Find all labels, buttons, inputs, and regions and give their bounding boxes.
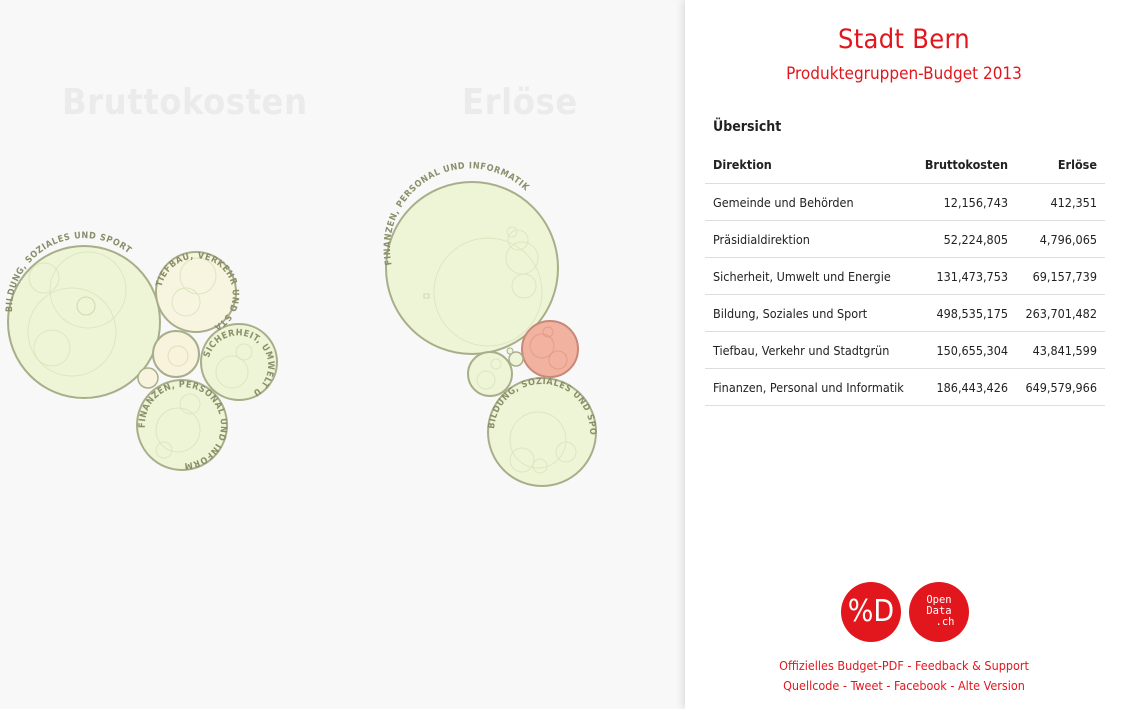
direktion-cell: Finanzen, Personal und Informatik <box>705 368 916 406</box>
sub-bubble <box>33 329 71 367</box>
footer-links-row-2: Quellcode - Tweet - Facebook - Alte Vers… <box>685 678 1123 693</box>
logo-group: %D Open Data .ch <box>841 582 971 642</box>
link-separator: - <box>839 678 851 693</box>
sub-bubble <box>28 262 60 294</box>
opendata-ch-text: Open Data .ch <box>909 582 969 628</box>
erloese-cell: 69,157,739 <box>1016 257 1105 295</box>
bubble-gemeinde-behoerden[interactable] <box>137 367 159 389</box>
column-header-direktion: Direktion <box>705 146 916 184</box>
erloese-cell: 43,841,599 <box>1016 331 1105 369</box>
bruttokosten-title: Bruttokosten <box>62 82 308 123</box>
sub-bubble <box>507 229 529 251</box>
direktion-cell: Gemeinde und Behörden <box>705 183 916 221</box>
sub-bubble <box>49 251 127 329</box>
bubble-gemeinde-behoerden-erloese[interactable] <box>506 347 514 355</box>
table-row[interactable]: Tiefbau, Verkehr und Stadtgrün 150,655,3… <box>705 331 1105 369</box>
sub-bubble <box>476 370 496 390</box>
sub-bubble <box>171 287 201 317</box>
erloese-cell: 649,579,966 <box>1016 368 1105 406</box>
table-row[interactable]: Sicherheit, Umwelt und Energie 131,473,7… <box>705 257 1105 295</box>
page-title: Stadt Bern <box>837 24 970 55</box>
sub-bubble <box>548 350 568 370</box>
bubble-chart-svg: BILDUNG, SOZIALES UND SPORT TIEFBAU, VER… <box>0 0 597 487</box>
old-version-link[interactable]: Alte Version <box>957 678 1025 693</box>
erloese-bubbles <box>385 181 597 487</box>
bubble-visualization: Bruttokosten Erlöse <box>0 0 597 487</box>
sub-bubble <box>235 343 253 361</box>
erloese-cell: 412,351 <box>1016 183 1105 221</box>
sub-bubble <box>155 407 201 453</box>
opendata-ch-line: Data <box>926 605 952 617</box>
sub-bubble <box>179 393 201 415</box>
bruttokosten-cell: 186,443,426 <box>915 368 1017 406</box>
overview-heading: Übersicht <box>713 119 782 135</box>
direktion-cell: Sicherheit, Umwelt und Energie <box>705 257 916 295</box>
sub-bubble <box>215 355 249 389</box>
sub-bubble <box>433 237 543 347</box>
sub-bubble <box>509 411 567 469</box>
bubble-bildung-soziales-sport[interactable] <box>7 245 161 399</box>
bubble-finanzen-personal-informatik[interactable] <box>136 379 228 471</box>
opendata-logo[interactable]: %D <box>841 582 901 642</box>
bubble-sicherheit-umwelt-energie[interactable] <box>200 323 278 401</box>
opendata-ch-line: Open <box>926 594 952 606</box>
bruttokosten-cell: 498,535,175 <box>915 294 1017 332</box>
sub-bubble <box>27 287 117 377</box>
bubble-finanzen-personal-informatik-erloese[interactable] <box>385 181 559 355</box>
bubble-tiefbau-verkehr-stadtgruen-erloese[interactable] <box>467 351 513 397</box>
tiny-marker <box>423 293 430 299</box>
tweet-link[interactable]: Tweet <box>850 678 883 693</box>
bruttokosten-cell: 52,224,805 <box>915 220 1017 258</box>
opendata-ch-line: .ch <box>935 616 955 628</box>
page-subtitle: Produktegruppen-Budget 2013 <box>786 64 1022 84</box>
sub-bubble <box>155 441 173 459</box>
sub-bubble <box>542 326 554 338</box>
bubble-praesidialdirektion-erloese[interactable] <box>508 351 524 367</box>
sub-bubble <box>511 273 537 299</box>
bubble-praesidialdirektion[interactable] <box>152 330 200 378</box>
bubble-bildung-soziales-sport-erloese[interactable] <box>487 377 597 487</box>
opendata-ch-logo[interactable]: Open Data .ch <box>909 582 969 642</box>
table-row[interactable]: Gemeinde und Behörden 12,156,743 412,351 <box>705 183 1105 221</box>
table-header-row: Direktion Bruttokosten Erlöse <box>705 146 1105 184</box>
bubble-sicherheit-umwelt-energie-erloese[interactable] <box>521 320 579 378</box>
erloese-cell: 263,701,482 <box>1016 294 1105 332</box>
table-row[interactable]: Präsidialdirektion 52,224,805 4,796,065 <box>705 220 1105 258</box>
erloese-title: Erlöse <box>462 82 578 123</box>
bruttokosten-cell: 131,473,753 <box>915 257 1017 295</box>
link-separator: - <box>946 678 958 693</box>
link-separator: - <box>903 658 916 673</box>
table-row[interactable]: Finanzen, Personal und Informatik 186,44… <box>705 368 1105 406</box>
sub-bubble <box>76 296 96 316</box>
opendata-glyph: %D <box>847 594 895 629</box>
table-row[interactable]: Bildung, Soziales und Sport 498,535,175 … <box>705 294 1105 332</box>
source-code-link[interactable]: Quellcode <box>783 678 840 693</box>
bruttokosten-cell: 150,655,304 <box>915 331 1017 369</box>
sub-bubble <box>532 458 548 474</box>
column-header-erloese: Erlöse <box>1016 146 1105 184</box>
bruttokosten-cell: 12,156,743 <box>915 183 1017 221</box>
budget-pdf-link[interactable]: Offizielles Budget-PDF <box>779 658 904 673</box>
sub-bubble <box>490 358 502 370</box>
direktion-cell: Tiefbau, Verkehr und Stadtgrün <box>705 331 916 369</box>
erloese-cell: 4,796,065 <box>1016 220 1105 258</box>
direktion-cell: Bildung, Soziales und Sport <box>705 294 916 332</box>
link-separator: - <box>882 678 895 693</box>
feedback-link[interactable]: Feedback & Support <box>915 658 1029 673</box>
sub-bubble <box>509 447 535 473</box>
column-header-bruttokosten: Bruttokosten <box>915 146 1017 184</box>
bruttokosten-bubbles <box>7 245 278 471</box>
sub-bubble <box>506 226 518 238</box>
footer-links-row-1: Offizielles Budget-PDF - Feedback & Supp… <box>685 658 1123 673</box>
sub-bubble <box>167 345 189 367</box>
overview-table: Direktion Bruttokosten Erlöse Gemeinde u… <box>705 146 1105 406</box>
sub-bubble <box>555 441 577 463</box>
facebook-link[interactable]: Facebook <box>894 678 947 693</box>
direktion-cell: Präsidialdirektion <box>705 220 916 258</box>
sub-bubble <box>529 333 555 359</box>
info-panel: Stadt Bern Produktegruppen-Budget 2013 Ü… <box>685 0 1123 709</box>
